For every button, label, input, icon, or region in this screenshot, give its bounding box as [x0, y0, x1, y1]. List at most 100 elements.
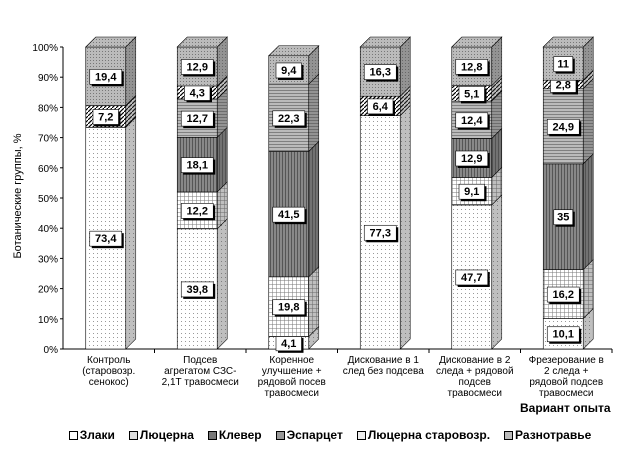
bar-side-shade	[491, 91, 502, 139]
legend-item: Люцерна старовозр.	[356, 428, 491, 442]
legend-swatch-icon	[275, 430, 285, 440]
bar-top	[268, 45, 320, 57]
data-label-box	[180, 203, 214, 219]
data-label: 9,1	[464, 186, 479, 198]
bar-segment-3: 12,7	[176, 88, 228, 139]
data-label: 5,1	[464, 88, 479, 100]
bar-segment-0: 10,1	[542, 307, 594, 350]
bar-segment-4: 5,1	[451, 74, 503, 104]
bar-segment-5: 11	[542, 36, 594, 81]
data-label-box	[275, 62, 302, 79]
data-label-box	[272, 110, 306, 127]
bar-side-shade	[217, 75, 228, 99]
bar-segment-4: 7,2	[85, 94, 137, 129]
data-label: 7,2	[98, 111, 113, 123]
bar-side-shade	[491, 75, 502, 102]
bar-segment-4: 2,8	[542, 69, 594, 95]
bar-side-shade	[217, 181, 228, 229]
bar-side-shade	[308, 141, 319, 277]
legend-swatch-icon	[504, 430, 514, 440]
data-label-box	[458, 86, 485, 102]
data-label-box	[553, 209, 574, 226]
legend-label: Разнотравье	[515, 428, 592, 442]
data-label-box	[363, 224, 397, 241]
data-label: 22,3	[278, 113, 299, 125]
x-axis-label: Вариант опыта	[520, 401, 611, 415]
bar-segment-1: 12,2	[176, 181, 228, 230]
bar-segment-5: 19,4	[85, 36, 137, 107]
bar-top	[176, 36, 228, 48]
y-tick-label: 90%	[38, 73, 58, 84]
data-label: 73,4	[95, 233, 117, 245]
data-label-box	[458, 183, 485, 200]
y-axis-label: Ботанические группы, %	[12, 133, 24, 259]
y-tick-label: 10%	[38, 315, 58, 326]
data-label: 10,1	[553, 329, 574, 341]
legend-label: Эспарцет	[286, 428, 343, 442]
data-label: 4,3	[190, 87, 205, 99]
legend-item: Эспарцет	[275, 428, 343, 442]
bar-segment-2: 41,5	[268, 140, 320, 278]
bar-segment-5: 12,9	[176, 36, 228, 87]
data-label: 2,8	[556, 79, 571, 91]
data-label: 18,1	[187, 160, 208, 172]
bar-side-shade	[217, 127, 228, 192]
data-label: 19,4	[95, 71, 117, 83]
bar-side-shade	[125, 95, 136, 128]
data-label: 77,3	[370, 227, 391, 239]
bar-side-shade	[400, 86, 411, 116]
data-label: 12,4	[461, 115, 483, 127]
bar-side-shade	[583, 153, 594, 270]
bar-side-shade	[400, 105, 411, 349]
data-label-box	[272, 206, 306, 223]
legend-label: Клевер	[218, 428, 262, 442]
data-label: 41,5	[278, 209, 299, 221]
bar-segment-2: 35	[542, 153, 594, 271]
bar-side-shade	[583, 259, 594, 319]
y-tick-label: 0%	[44, 345, 59, 356]
data-label-box	[89, 68, 123, 85]
bar-segment-4: 4,3	[176, 75, 228, 103]
data-label: 11	[557, 59, 569, 71]
data-label: 6,4	[373, 101, 389, 113]
y-tick-label: 60%	[38, 164, 58, 175]
data-label: 24,9	[553, 121, 574, 133]
bar-segment-0: 73,4	[85, 116, 137, 350]
bar-side-shade	[491, 37, 502, 86]
data-label-box	[455, 150, 489, 167]
x-tick-label: Коренное улучшение + рядовой посев травосме…	[258, 355, 326, 399]
data-label-box	[89, 230, 123, 247]
bar-segment-0: 39,8	[176, 218, 228, 350]
bar-side-shade	[125, 37, 136, 106]
bar-side-shade	[308, 326, 319, 349]
bar-side-shade	[217, 218, 228, 349]
bar-side-shade	[217, 37, 228, 86]
bar-segment-1: 16,2	[542, 258, 594, 320]
y-tick-label: 30%	[38, 254, 58, 265]
y-tick-label: 20%	[38, 285, 58, 296]
bar-segment-0: 47,7	[451, 194, 503, 350]
data-label: 39,8	[187, 284, 208, 296]
legend-swatch-icon	[356, 430, 366, 440]
bar-segment-3: 22,3	[268, 73, 320, 153]
bar-side-shade	[583, 78, 594, 164]
bar-segment-0: 77,3	[359, 104, 411, 350]
data-label-box	[455, 59, 489, 75]
data-label: 16,3	[370, 67, 391, 79]
data-label-box	[553, 56, 574, 72]
x-tick-label: Подсев агрегатом СЗС-2,1Т травосмеси	[162, 355, 239, 388]
data-label-box	[455, 269, 489, 286]
data-label: 12,9	[187, 61, 208, 73]
legend-label: Злаки	[79, 428, 115, 442]
legend-swatch-icon	[207, 430, 217, 440]
data-label: 16,2	[553, 289, 574, 301]
legend-swatch-icon	[68, 430, 78, 440]
y-tick-label: 40%	[38, 224, 58, 235]
legend-label: Люцерна старовозр.	[367, 428, 491, 442]
data-label: 47,7	[461, 272, 482, 284]
bar-segment-0: 4,1	[268, 325, 320, 353]
bar-side-shade	[491, 128, 502, 178]
data-label-box	[180, 110, 214, 127]
data-label: 9,4	[281, 65, 297, 77]
